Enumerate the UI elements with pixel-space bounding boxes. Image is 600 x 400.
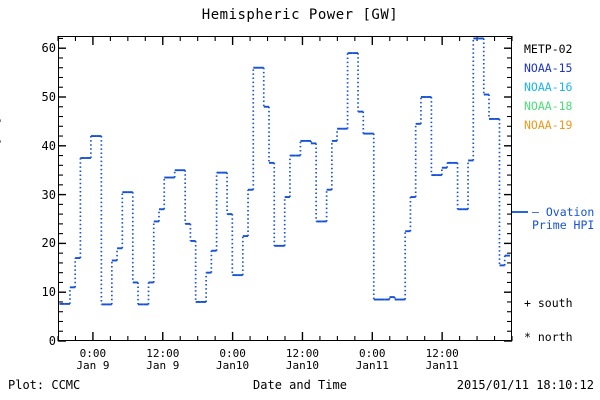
ovation-legend-line: Prime HPI bbox=[532, 218, 595, 232]
legend-north-marker: * north bbox=[524, 330, 573, 344]
x-tick-line: Jan 9 bbox=[76, 359, 110, 372]
x-tick-line: 0:00 bbox=[219, 347, 246, 360]
ovation-legend-label: — Ovation Prime HPI bbox=[532, 206, 594, 232]
y-tick-label: 30 bbox=[41, 187, 56, 202]
north-label: north bbox=[537, 330, 573, 344]
south-label: south bbox=[537, 296, 573, 310]
x-tick-label: 0:00 Jan10 bbox=[198, 348, 268, 372]
y-tick-label: 40 bbox=[41, 138, 56, 153]
x-tick-line: Jan 9 bbox=[146, 359, 180, 372]
legend-item-noaa-19: NOAA-19 bbox=[524, 118, 573, 132]
plot-timestamp: 2015/01/11 18:10:12 bbox=[456, 378, 594, 392]
legend-item-noaa-18: NOAA-18 bbox=[524, 99, 573, 113]
x-tick-line: 0:00 bbox=[359, 347, 386, 360]
legend-south-marker: + south bbox=[524, 296, 573, 310]
satellite-legend: METP-02 NOAA-15 NOAA-16 NOAA-18 NOAA-19 bbox=[524, 40, 572, 135]
ovation-legend-line: — Ovation bbox=[532, 205, 595, 219]
legend-item-noaa-15: NOAA-15 bbox=[524, 61, 573, 75]
y-axis-tick-labels: 0 10 20 30 40 50 60 bbox=[26, 0, 56, 400]
x-tick-line: 12:00 bbox=[285, 347, 320, 360]
plot-credit: Plot: CCMC bbox=[8, 378, 81, 392]
y-tick-label: 10 bbox=[41, 285, 56, 300]
x-tick-label: 0:00 Jan 9 bbox=[58, 348, 128, 372]
x-tick-line: Jan10 bbox=[285, 359, 320, 372]
x-tick-line: Jan10 bbox=[216, 359, 250, 372]
x-tick-line: 0:00 bbox=[79, 347, 107, 360]
x-tick-line: 12:00 bbox=[425, 347, 459, 360]
north-symbol: * bbox=[524, 330, 531, 344]
x-tick-line: 12:00 bbox=[146, 347, 180, 360]
y-tick-label: 60 bbox=[41, 41, 56, 56]
chart-title: Hemispheric Power [GW] bbox=[201, 7, 399, 23]
legend-item-metp-02: METP-02 bbox=[524, 42, 573, 56]
x-tick-line: Jan11 bbox=[425, 359, 459, 372]
legend-item-noaa-16: NOAA-16 bbox=[524, 80, 573, 94]
x-tick-label: 0:00 Jan11 bbox=[337, 348, 407, 372]
x-tick-line: Jan11 bbox=[355, 359, 389, 372]
plot-area bbox=[58, 36, 512, 341]
y-axis-label: P [GW] bbox=[0, 116, 2, 160]
y-tick-label: 20 bbox=[41, 236, 56, 251]
x-axis-title: Date and Time bbox=[253, 378, 347, 392]
south-symbol: + bbox=[524, 296, 531, 310]
y-tick-label: 50 bbox=[41, 90, 56, 104]
x-tick-label: 12:00 Jan 9 bbox=[128, 348, 198, 372]
x-tick-label: 12:00 Jan10 bbox=[267, 348, 337, 372]
y-tick-label: 0 bbox=[48, 334, 56, 348]
x-tick-label: 12:00 Jan11 bbox=[407, 348, 477, 372]
